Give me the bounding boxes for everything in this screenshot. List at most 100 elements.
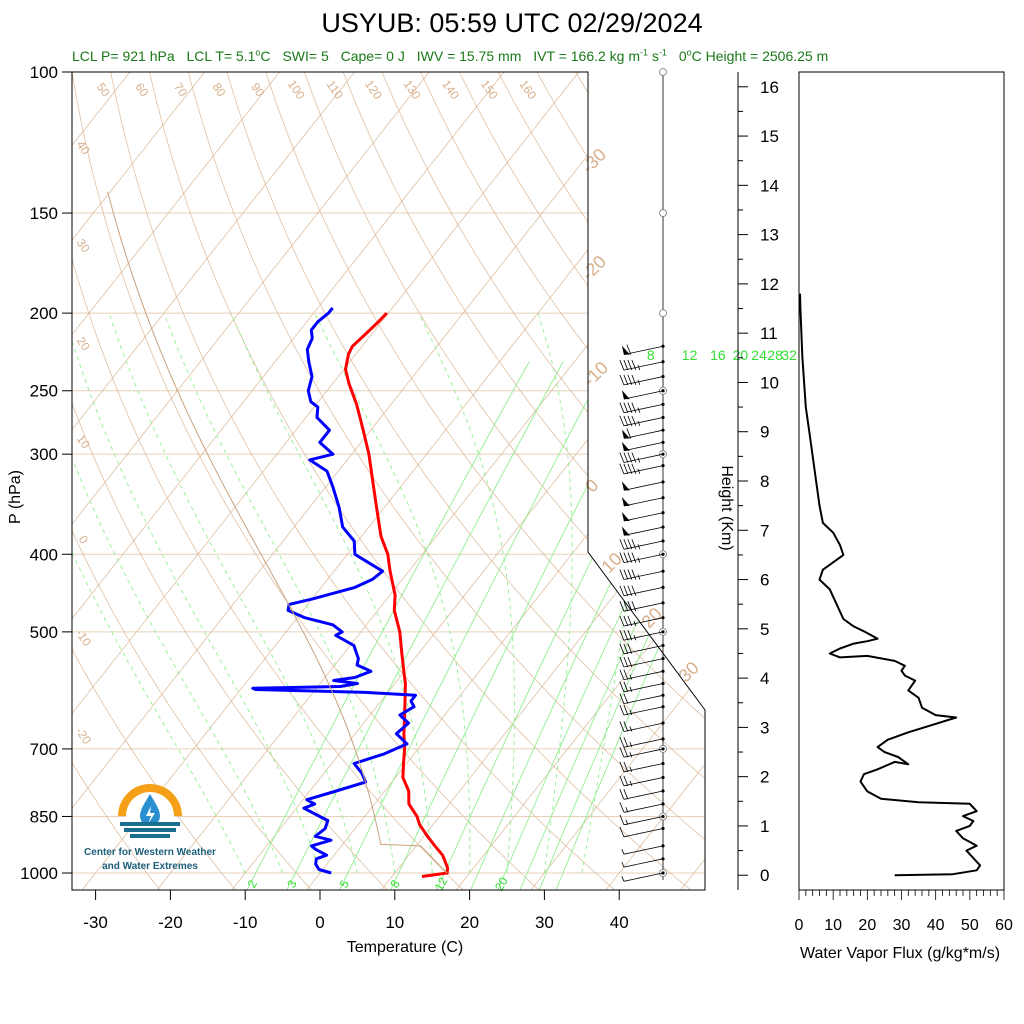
temperature-trace [344, 312, 450, 878]
barb-half [637, 457, 641, 463]
barb-full [627, 601, 633, 612]
mixing-ratio-line [339, 361, 609, 890]
barb-full [619, 359, 625, 371]
barb-full [631, 569, 637, 580]
moist-adiabat-line [72, 312, 321, 874]
barb-full [619, 601, 625, 612]
barb-full [619, 681, 625, 692]
cw3e-logo: Center for Western Weather and Water Ext… [70, 782, 230, 892]
barb-half [629, 686, 633, 692]
skewt-traces [107, 191, 450, 878]
barb-full [619, 585, 625, 596]
dry-adiabat-line [265, 72, 705, 890]
barb-full [623, 630, 629, 641]
barb-full [627, 656, 633, 668]
wind-barb [619, 789, 665, 800]
barb-pennant [621, 481, 630, 491]
barb-full [623, 656, 629, 668]
isotherm-line [72, 72, 206, 890]
dry-adiabat-label: -20 [73, 725, 95, 748]
wind-barb [619, 552, 665, 563]
height-tick-label: 6 [760, 571, 769, 590]
barb-full [619, 814, 625, 825]
pressure-tick-label: 300 [30, 445, 58, 464]
isotherm-line [755, 72, 1024, 890]
barb-half [621, 849, 625, 855]
barb-shaft [623, 763, 664, 773]
wind-barb [621, 496, 665, 507]
wind-barb [619, 374, 665, 386]
barb-full [619, 539, 625, 550]
wind-barb [621, 428, 665, 439]
barb-full [619, 630, 625, 641]
barb-half [629, 752, 633, 758]
barb-half [637, 420, 641, 426]
height-tick-label: 8 [760, 472, 769, 491]
barb-full [631, 601, 637, 612]
barb-shaft [623, 404, 664, 414]
wind-barb [619, 585, 665, 597]
wind-barb [619, 747, 665, 758]
barb-shaft [623, 845, 664, 855]
logo-text-line2: and Water Extremes [102, 861, 198, 872]
barb-shaft [623, 617, 664, 627]
barb-shaft [623, 465, 664, 475]
isotherm-line [72, 72, 430, 890]
dry-adiabat-line [72, 72, 464, 890]
barb-full [619, 693, 625, 704]
barb-full [626, 344, 632, 355]
mixing-ratio-line [519, 361, 705, 890]
flux-axis-label: Water Vapor Flux (g/kg*m/s) [800, 945, 1000, 962]
barb-full [631, 374, 637, 386]
wind-barb [619, 721, 665, 732]
barb-half [637, 379, 641, 386]
lcl-pressure: LCL P= 921 hPa [72, 47, 175, 64]
mixing-ratio-label: 20 [733, 347, 749, 363]
wind-barb [621, 525, 665, 536]
height-tick-label: 3 [760, 718, 769, 737]
moist-adiabat-line [418, 312, 515, 874]
dry-adiabat-line [342, 72, 705, 890]
barb-shaft [623, 417, 664, 427]
dry-adiabat-line [536, 72, 705, 890]
mixing-ratio-label: 12 [682, 347, 698, 363]
barb-full [623, 737, 629, 748]
barb-shaft [623, 453, 664, 463]
wind-barb [619, 601, 665, 612]
temperature-tick-label: 0 [315, 913, 324, 932]
barb-full [623, 402, 629, 413]
dry-adiabat-label: 20 [74, 334, 93, 353]
wind-barb [621, 857, 665, 868]
height-tick-label: 11 [760, 324, 778, 343]
iwv-value: IWV = 15.75 mm [416, 47, 522, 64]
barb-full [619, 775, 625, 786]
barb-half [625, 819, 629, 825]
dry-adiabat-label: 30 [74, 236, 93, 255]
dry-adiabat-label: 140 [439, 77, 462, 102]
barb-shaft [623, 670, 664, 680]
wind-barb [619, 761, 665, 773]
dry-adiabat-line [652, 72, 705, 890]
dry-adiabat-label: 160 [516, 77, 539, 102]
wind-barb [619, 630, 665, 641]
wind-barb [619, 643, 665, 655]
barb-half [637, 557, 641, 563]
barb-pennant [621, 390, 630, 400]
ivt-value: IVT = 166.2 kg m-1 s-1 [533, 47, 667, 64]
barb-shaft [623, 658, 664, 668]
barb-shaft [623, 645, 664, 655]
barb-full [619, 826, 625, 837]
mixing-ratio-label: 12 [432, 874, 451, 893]
barb-full [619, 615, 625, 627]
dry-adiabat-line [149, 72, 691, 890]
barb-shaft [623, 429, 664, 439]
skewt-border [71, 71, 706, 891]
barb-shaft [623, 390, 664, 400]
isotherm-label: 30 [675, 658, 703, 686]
barb-half [621, 876, 625, 882]
mixing-ratio-line [555, 361, 705, 890]
isotherm-line [156, 72, 705, 890]
barb-full [623, 747, 629, 758]
barb-full [623, 601, 629, 612]
height-tick-label: 5 [760, 620, 769, 639]
